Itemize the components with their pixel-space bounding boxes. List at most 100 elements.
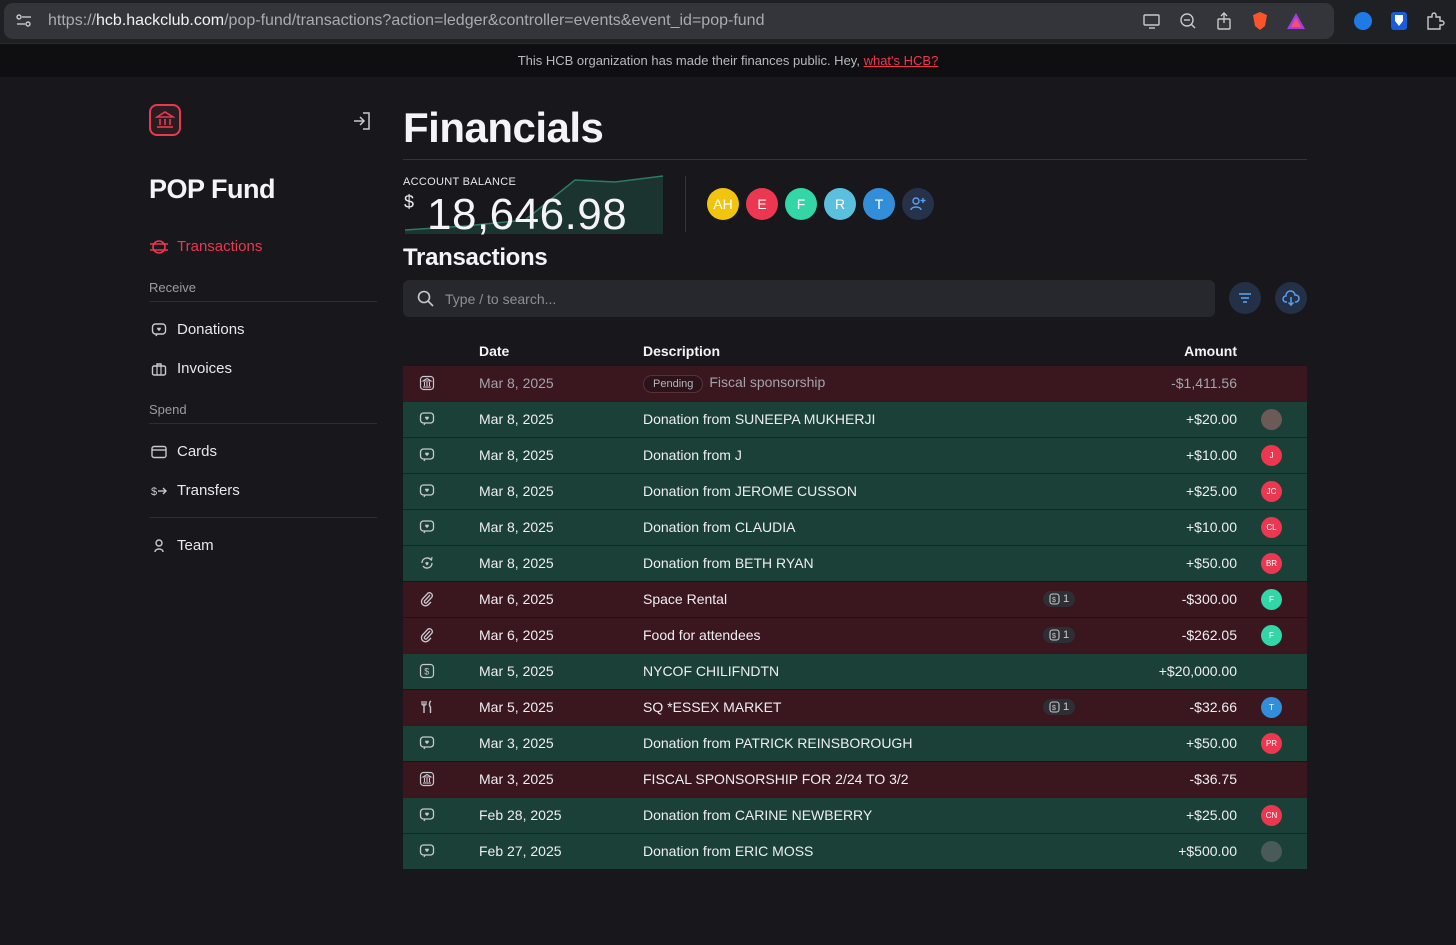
sidebar-item-team[interactable]: Team [149,526,377,565]
table-row[interactable]: Mar 8, 2025 Pending Fiscal sponsorship -$1,… [403,364,1307,401]
site-settings-icon[interactable] [16,14,32,28]
transaction-description: Donation from PATRICK REINSBOROUGH [643,735,913,751]
transaction-date: Mar 8, 2025 [479,364,643,401]
avatar[interactable]: F [785,188,817,220]
receipt-count: 1 [1063,592,1070,605]
browser-toolbar: https://hcb.hackclub.com/pop-fund/transa… [0,0,1456,44]
table-row[interactable]: $ Mar 5, 2025 NYCOF CHILIFNDTN +$20,000.00 [403,652,1307,689]
receipt-badge[interactable]: $1 [1043,590,1076,607]
user-avatar[interactable]: CN [1261,804,1282,826]
search-input[interactable] [445,280,1205,317]
bitwarden-icon[interactable] [1388,10,1410,32]
table-row[interactable]: Feb 27, 2025 Donation from ERIC MOSS +$500… [403,832,1307,869]
transactions-icon [149,237,169,257]
search-row [403,280,1307,317]
user-avatar[interactable]: BR [1261,552,1282,574]
transaction-amount: +$50.00 [1113,544,1237,581]
zoom-out-icon[interactable] [1178,11,1198,31]
transaction-amount: -$36.75 [1113,760,1237,797]
table-row[interactable]: Mar 8, 2025 Donation from J +$10.00 J [403,436,1307,473]
user-avatar[interactable]: CL [1261,516,1282,538]
avatar[interactable]: R [824,188,856,220]
cast-icon[interactable] [1142,11,1162,31]
balance-divider [685,176,686,232]
sign-in-icon[interactable] [351,110,373,132]
search-box[interactable] [403,280,1215,317]
extensions-puzzle-icon[interactable] [1424,10,1446,32]
table-row[interactable]: Mar 3, 2025 FISCAL SPONSORSHIP FOR 2/24 T… [403,760,1307,797]
table-row[interactable]: Mar 8, 2025 Donation from BETH RYAN +$50.0… [403,544,1307,581]
filter-button[interactable] [1229,282,1261,314]
user-avatar[interactable]: PR [1261,732,1282,754]
sidebar-item-label: Transfers [177,482,240,499]
sidebar-item-label: Cards [177,443,218,460]
export-button[interactable] [1275,282,1307,314]
transaction-amount: +$25.00 [1113,796,1237,833]
avatar[interactable]: E [746,188,778,220]
whats-hcb-link[interactable]: what's HCB? [863,53,939,68]
table-row[interactable]: Mar 3, 2025 Donation from PATRICK REINSBO… [403,724,1307,761]
donation-icon [149,320,169,340]
transaction-description: Donation from J [643,447,742,463]
avatar-initials: E [757,196,767,212]
transaction-amount: +$20,000.00 [1113,652,1237,689]
sidebar-item-label: Team [177,537,214,554]
sidebar-item-transactions[interactable]: Transactions [149,227,377,266]
user-initials: BR [1265,558,1278,568]
transaction-description: Food for attendees [643,627,761,643]
balance-label: ACCOUNT BALANCE [403,176,517,188]
sidebar-item-label: Transactions [177,238,263,255]
user-avatar[interactable] [1261,408,1282,430]
receipt-badge[interactable]: $1 [1043,626,1076,643]
transfer-icon: $ [149,481,169,501]
public-finances-banner: This HCB organization has made their fin… [0,44,1456,77]
table-row[interactable]: Mar 8, 2025 Donation from JEROME CUSSON +$… [403,472,1307,509]
balance-value: 18,646.98 [427,190,628,239]
add-member-button[interactable] [902,188,934,220]
table-row[interactable]: Feb 28, 2025 Donation from CARINE NEWBERR… [403,796,1307,833]
transaction-description: NYCOF CHILIFNDTN [643,663,780,679]
sidebar-item-donations[interactable]: Donations [149,310,377,349]
transaction-amount: +$500.00 [1113,832,1237,869]
user-initials: JC [1266,486,1277,496]
avatar[interactable]: AH [707,188,739,220]
table-row[interactable]: Mar 6, 2025 Food for attendees $1 -$262.05 F [403,616,1307,653]
receipt-badge[interactable]: $1 [1043,698,1076,715]
user-avatar[interactable]: F [1261,624,1282,646]
transaction-description: Donation from ERIC MOSS [643,843,814,860]
transaction-date: Mar 3, 2025 [479,724,643,761]
bank-logo-icon[interactable] [149,104,181,136]
transaction-amount: +$10.00 [1113,436,1237,473]
svg-text:$: $ [1052,705,1056,712]
table-row[interactable]: Mar 8, 2025 Donation from CLAUDIA +$10.00 C… [403,508,1307,545]
user-avatar[interactable]: T [1261,696,1282,718]
extension-blue-icon[interactable] [1352,10,1374,32]
sidebar-item-invoices[interactable]: Invoices [149,349,377,388]
user-initials: PR [1265,738,1278,748]
user-avatar[interactable]: JC [1261,480,1282,502]
sidebar-divider [149,517,377,518]
transaction-description: SQ *ESSEX MARKET [643,699,782,715]
table-row[interactable]: Mar 6, 2025 Space Rental $1 -$300.00 F [403,580,1307,617]
brave-shields-icon[interactable] [1250,11,1270,31]
address-bar[interactable]: https://hcb.hackclub.com/pop-fund/transa… [4,3,1334,39]
user-avatar[interactable]: F [1261,588,1282,610]
share-icon[interactable] [1214,11,1234,31]
page-title: Financials [403,104,604,151]
url-text[interactable]: https://hcb.hackclub.com/pop-fund/transa… [48,12,765,29]
header-icon-col [403,337,479,365]
user-avatar[interactable]: J [1261,444,1282,466]
table-row[interactable]: Mar 5, 2025 SQ *ESSEX MARKET $1 -$32.66 T [403,688,1307,725]
donation-icon [419,411,479,427]
receipt-icon: $ [1049,628,1060,641]
spend-section-label: Spend [149,402,377,424]
filter-icon [1239,293,1251,303]
table-row[interactable]: Mar 8, 2025 Donation from SUNEEPA MUKHERJ… [403,400,1307,437]
avatar[interactable]: T [863,188,895,220]
brave-rewards-icon[interactable] [1286,11,1306,31]
sidebar-item-cards[interactable]: Cards [149,432,377,471]
sidebar-item-transfers[interactable]: $ Transfers [149,471,377,510]
user-avatar[interactable] [1261,840,1282,862]
table-header-row: Date Description Amount [403,337,1307,365]
balance-currency: $ [404,192,415,212]
